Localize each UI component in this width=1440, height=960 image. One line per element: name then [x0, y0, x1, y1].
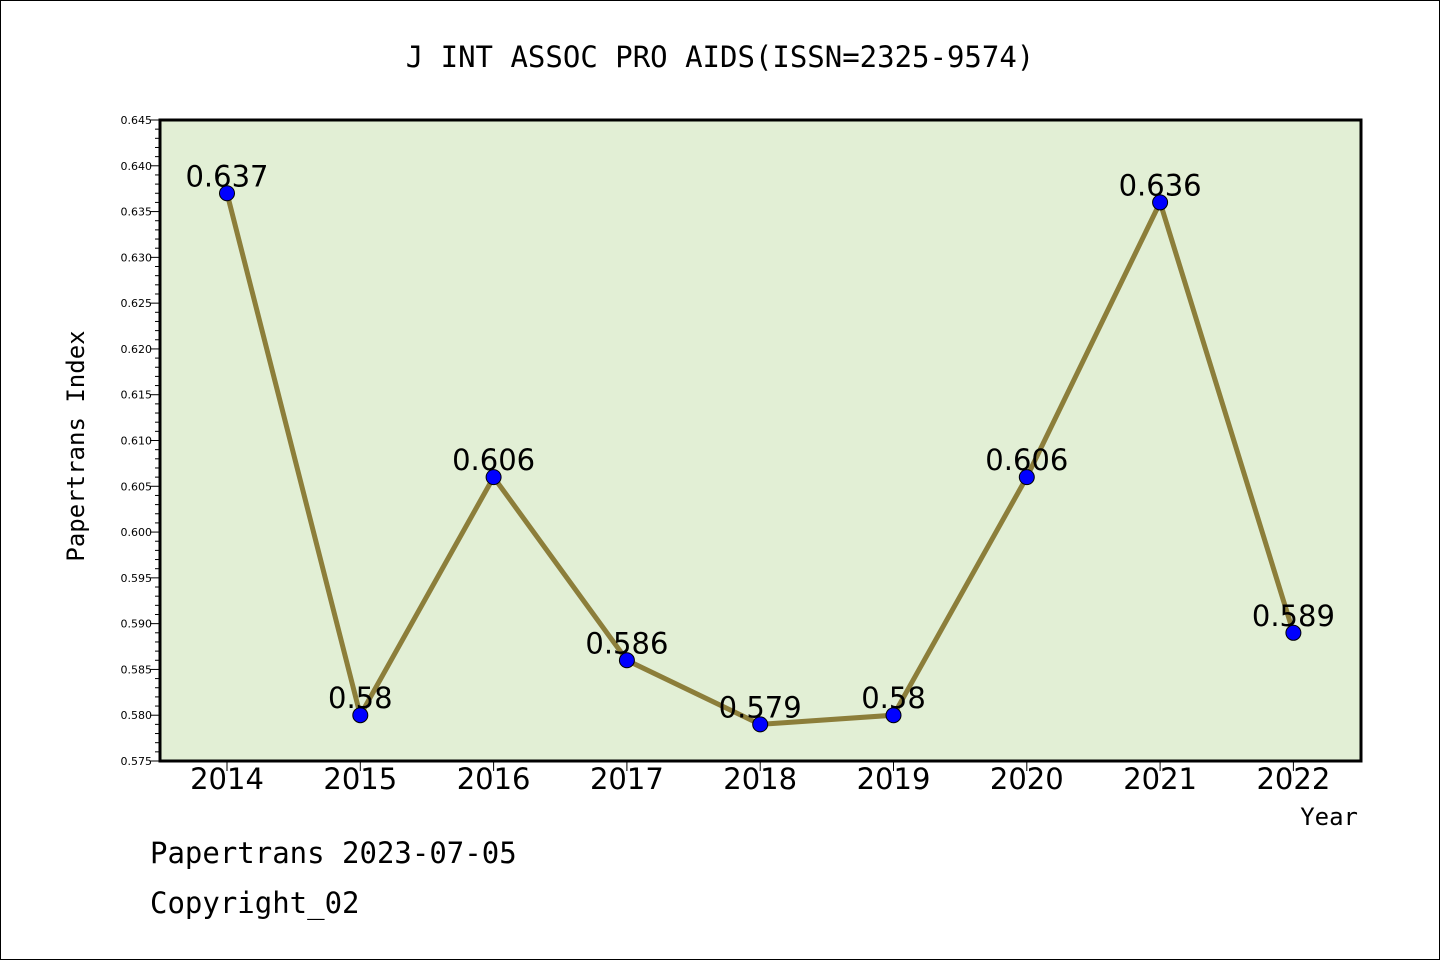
- y-tick-label: 0.645: [121, 114, 153, 127]
- y-tick-label: 0.585: [121, 663, 153, 676]
- data-label: 0.636: [1119, 168, 1202, 202]
- data-point: [752, 716, 769, 733]
- x-tick-label: 2017: [590, 762, 664, 796]
- y-axis: 0.575 0.580 0.585 0.590 0.595 0.600 0.605 0.610…: [121, 114, 160, 768]
- x-tick-label: 2015: [323, 762, 397, 796]
- y-tick-label: 0.605: [121, 480, 153, 493]
- y-tick-label: 0.600: [121, 526, 153, 539]
- y-tick-label: 0.595: [121, 572, 153, 585]
- y-tick-label: 0.590: [121, 618, 153, 631]
- x-axis: 2014 2015 2016 2017 2018 2019 2020 2021 2022: [190, 761, 1330, 796]
- y-tick-label: 0.620: [121, 343, 153, 356]
- footer-copyright: Copyright_02: [150, 886, 360, 921]
- chart-title: J INT ASSOC PRO AIDS(ISSN=2325-9574): [406, 40, 1035, 74]
- data-label: 0.606: [452, 443, 535, 477]
- y-tick-label: 0.580: [121, 709, 153, 722]
- data-label: 0.58: [861, 681, 926, 715]
- data-point: [219, 185, 235, 202]
- x-tick-label: 2016: [457, 762, 531, 796]
- y-tick-label: 0.610: [121, 435, 153, 448]
- data-point: [1018, 469, 1035, 486]
- data-point: [618, 652, 635, 669]
- data-label: 0.586: [585, 626, 668, 660]
- series-papertrans-index: 0.637 0.58 0.606 0.586 0.579 0.58 0.606 0.636 0.…: [185, 159, 1335, 733]
- x-tick-label: 2019: [857, 762, 931, 796]
- x-tick-label: 2022: [1256, 762, 1330, 796]
- data-point: [352, 707, 369, 724]
- footer-date: Papertrans 2023-07-05: [150, 836, 517, 870]
- data-point: [1152, 194, 1169, 211]
- data-label: 0.606: [985, 443, 1068, 477]
- x-axis-label: Year: [1300, 803, 1358, 831]
- x-tick-label: 2018: [723, 762, 797, 796]
- data-label: 0.589: [1252, 599, 1335, 633]
- plot-area: [158, 118, 1363, 763]
- data-point: [1285, 624, 1302, 641]
- data-label: 0.579: [719, 690, 802, 724]
- y-axis-label: Papertrans Index: [62, 330, 90, 561]
- data-point: [885, 707, 902, 724]
- y-tick-label: 0.615: [121, 389, 153, 402]
- data-label: 0.637: [185, 159, 268, 193]
- data-point: [485, 469, 502, 486]
- data-label: 0.58: [328, 681, 393, 715]
- x-tick-label: 2020: [990, 762, 1064, 796]
- y-tick-label: 0.630: [121, 251, 153, 264]
- y-tick-label: 0.625: [121, 297, 153, 310]
- y-tick-label: 0.640: [121, 160, 153, 173]
- x-tick-label: 2021: [1123, 762, 1197, 796]
- y-tick-label: 0.635: [121, 206, 153, 219]
- x-tick-label: 2014: [190, 762, 264, 796]
- y-tick-label: 0.575: [121, 755, 153, 768]
